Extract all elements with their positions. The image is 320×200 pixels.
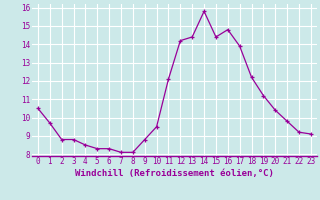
X-axis label: Windchill (Refroidissement éolien,°C): Windchill (Refroidissement éolien,°C) — [75, 169, 274, 178]
